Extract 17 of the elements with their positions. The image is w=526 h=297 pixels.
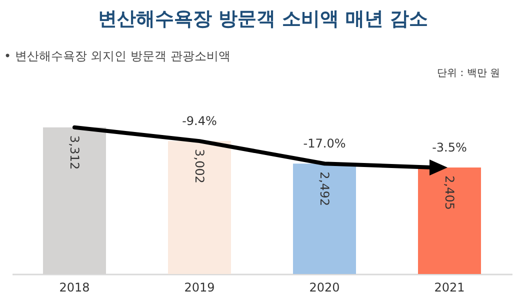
annotation: -3.5%: [432, 140, 467, 154]
bar: [293, 164, 356, 274]
data-label: 2,492: [318, 172, 332, 206]
chart-subtitle: • 변산해수욕장 외지인 방문객 관광소비액: [4, 48, 230, 65]
bar: [418, 167, 481, 274]
bar: [168, 141, 231, 274]
data-label: 3,312: [68, 135, 82, 170]
data-label: 2,405: [442, 175, 456, 210]
x-tick-label: 2019: [184, 280, 215, 294]
chart-title: 변산해수욕장 방문객 소비액 매년 감소: [96, 7, 430, 32]
text: 단위 : 백만 원: [437, 67, 500, 80]
data-label: 3,002: [192, 149, 206, 184]
annotation: -9.4%: [182, 114, 217, 128]
annotation: -17.0%: [303, 136, 346, 151]
x-tick-label: 2021: [434, 280, 465, 294]
x-tick-label: 2018: [59, 280, 90, 294]
x-tick-label: 2020: [309, 280, 340, 294]
